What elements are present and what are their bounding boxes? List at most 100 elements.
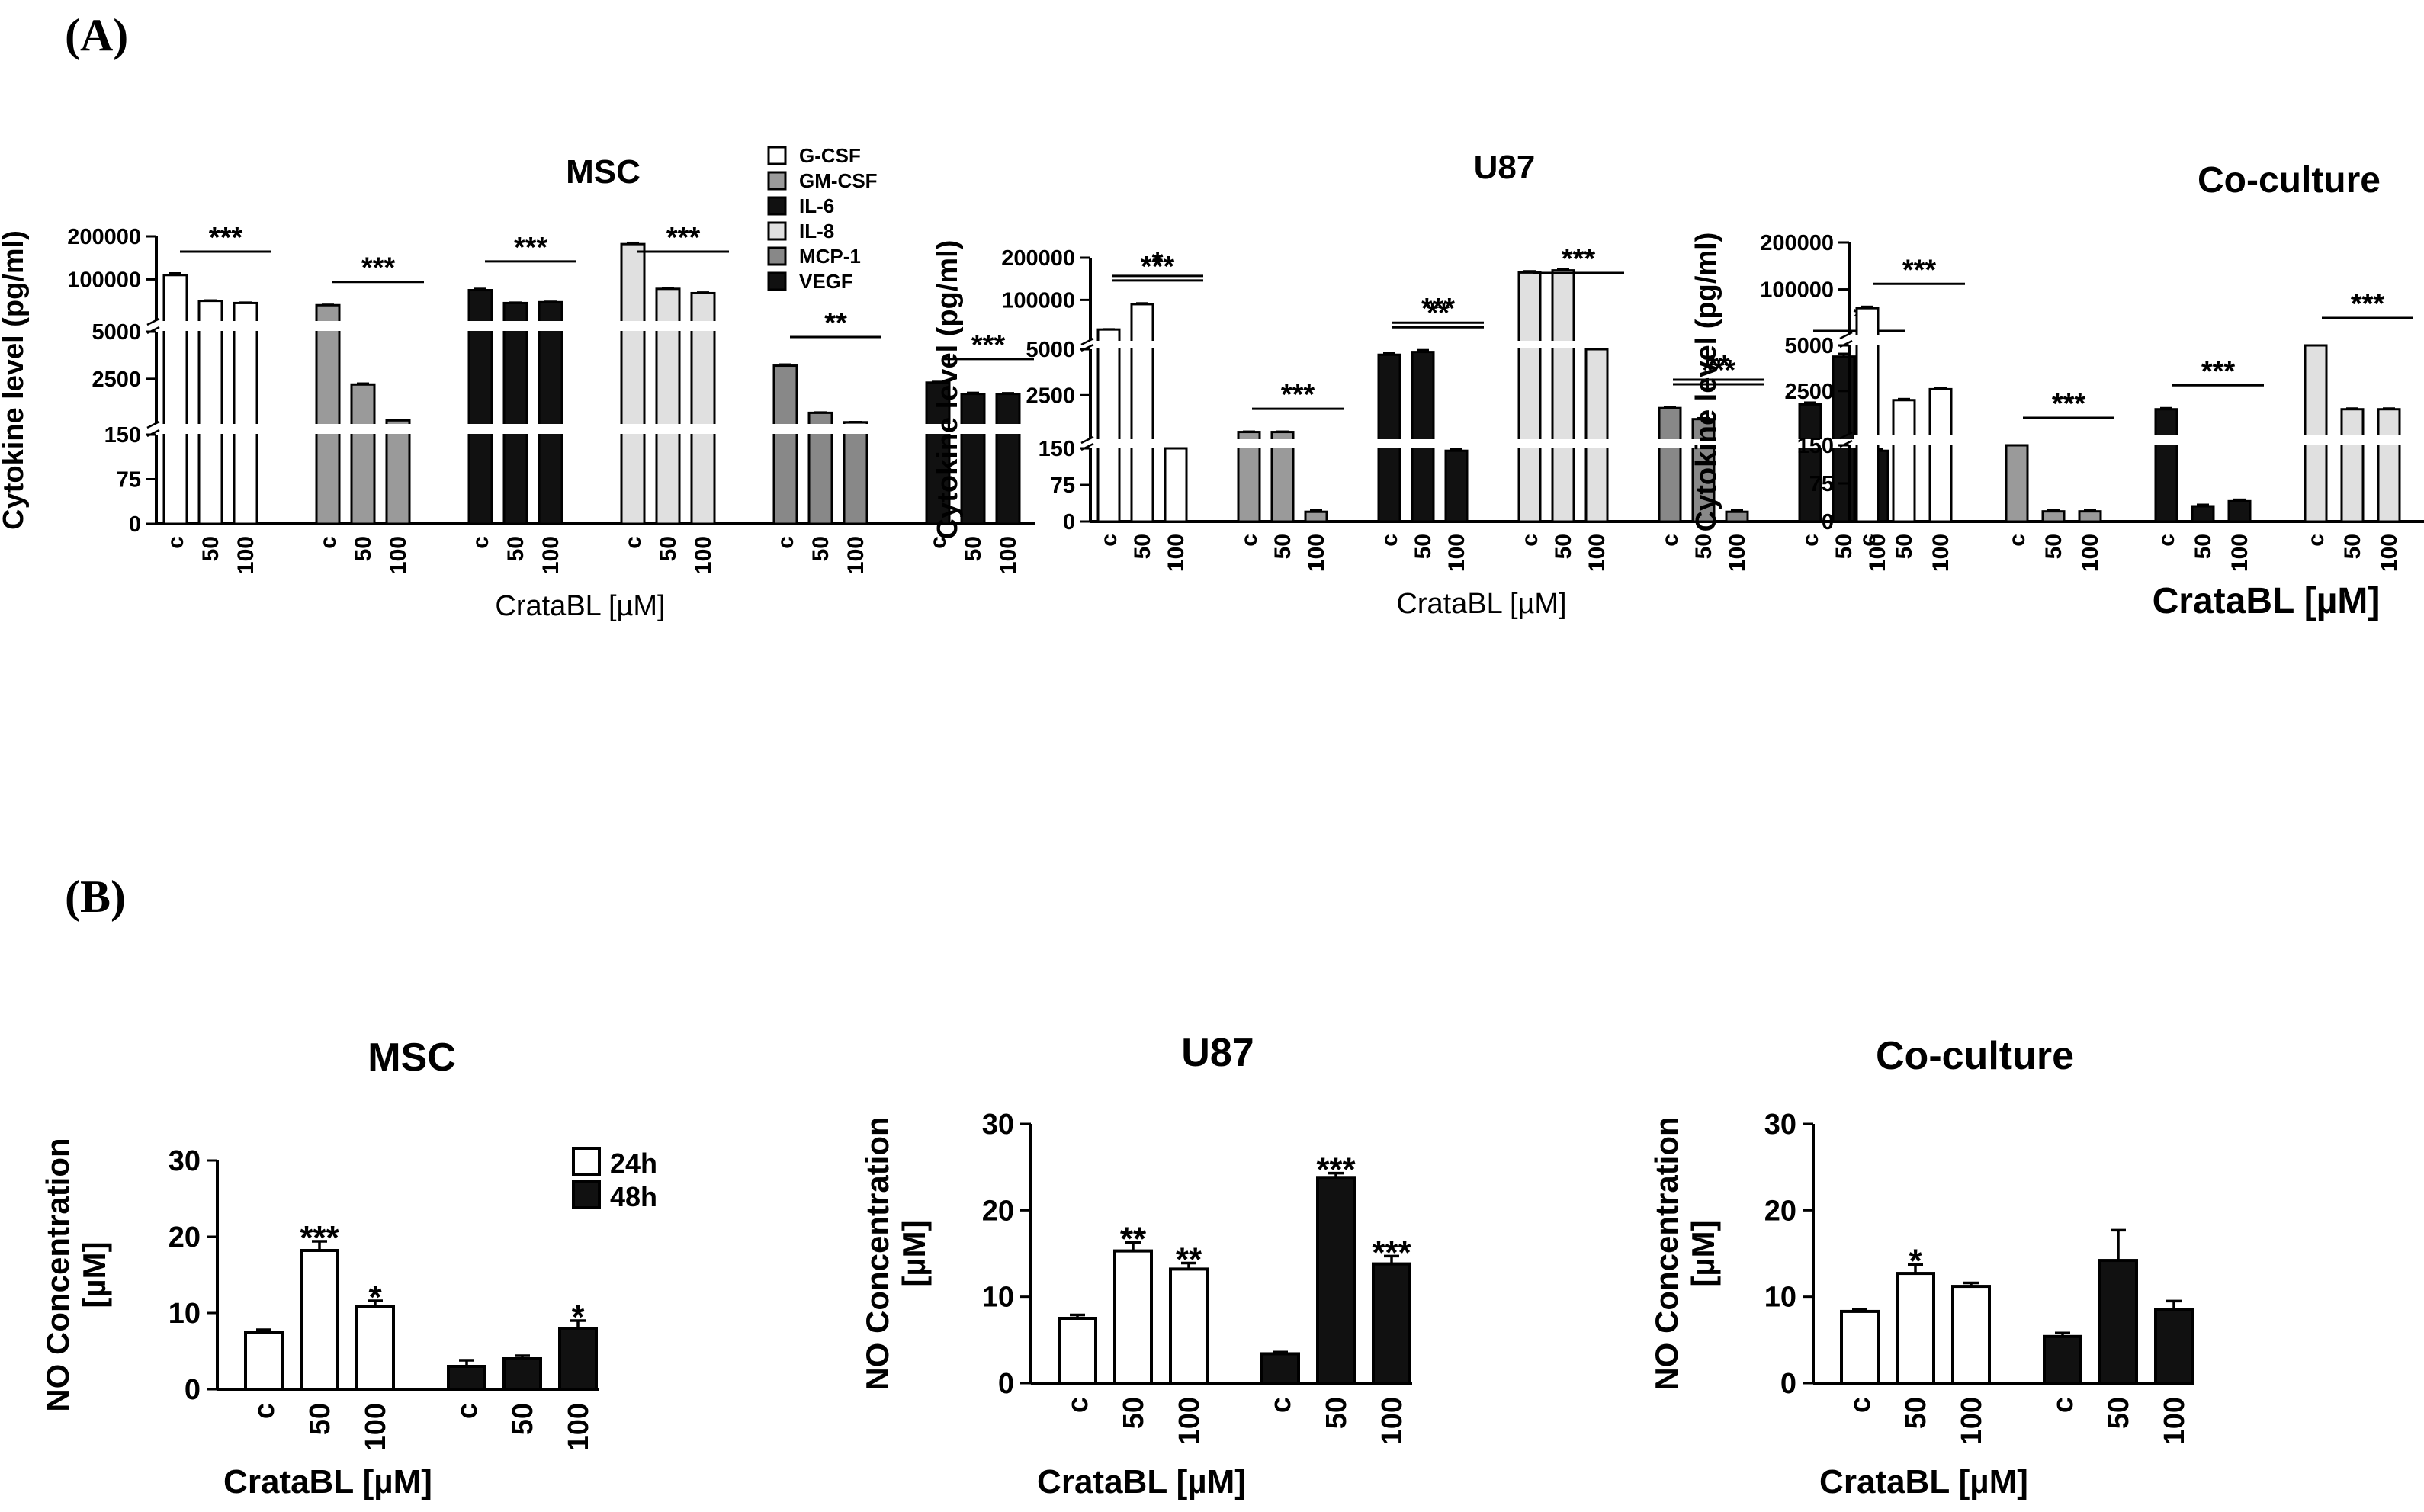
significance-stars: *** (209, 222, 243, 254)
y-tick-label: 5000 (92, 320, 141, 345)
panel-b-label: (B) (65, 872, 126, 922)
chart-B3: Co-culture 0 10 20 30 NO Concentration [µM] c * 5… (1649, 1034, 2194, 1501)
x-tick-label: c (1844, 1397, 1877, 1413)
bar-gm-csf (385, 419, 411, 525)
significance-stars: *** (1562, 243, 1596, 275)
bar-il-8 (1584, 348, 1609, 523)
significance-stars: *** (1702, 355, 1736, 387)
x-tick-label: 100 (2227, 534, 2252, 572)
y-tick-label: 200000 (1001, 246, 1075, 271)
bar-break-gap (1270, 439, 1295, 448)
axis-break-mark (146, 326, 160, 335)
y-tick-label: 10 (169, 1298, 201, 1330)
axis-break-mark (146, 429, 160, 438)
x-tick-label: 100 (2159, 1397, 2191, 1445)
bar-48h (2098, 1259, 2138, 1385)
chart-title: U87 (1181, 1031, 1254, 1075)
legend-swatch (572, 1147, 601, 1176)
bar-mcp-1 (843, 421, 868, 525)
chart-B1: MSC 0 10 20 30 NO Concentration [µM] c *** 50 * 100… (40, 1035, 657, 1501)
bar-break-gap (1831, 439, 1857, 448)
significance-stars: *** (1281, 379, 1315, 411)
y-tick-label: 20 (982, 1195, 1014, 1227)
bar-mcp-1 (1725, 510, 1749, 523)
bar-24h (1951, 1285, 1991, 1385)
bar-break-gap (197, 424, 224, 434)
axis-break-mark (1080, 442, 1094, 451)
y-tick-label: 0 (129, 512, 141, 537)
bar-il-8 (1551, 269, 1575, 523)
bar-il-8 (620, 242, 646, 525)
y-tick-label: 100000 (1001, 288, 1075, 313)
x-axis-label: CrataBL [µM] (495, 590, 665, 622)
x-tick-label: c (451, 1403, 483, 1419)
x-tick-label: 100 (1164, 534, 1189, 572)
bar-mcp-1 (1658, 406, 1682, 523)
bar-break-gap (162, 424, 189, 434)
x-tick-label: 100 (1725, 534, 1750, 572)
bar-break-gap (537, 321, 564, 331)
bar-break-gap (1891, 435, 1917, 445)
bar-il-6 (2191, 505, 2215, 523)
bar-break-gap (2303, 435, 2329, 445)
chart-title: Co-culture (1876, 1034, 2074, 1078)
legend-label: 48h (610, 1181, 657, 1212)
significance-stars: * (571, 1299, 585, 1336)
y-axis-label-line2: [µM] (76, 1241, 112, 1308)
legend-swatch (767, 246, 787, 266)
y-tick-label: 30 (169, 1145, 201, 1177)
x-tick-label: 50 (2041, 534, 2066, 559)
chart-title: U87 (1474, 149, 1536, 186)
legend-swatch (767, 171, 787, 191)
bar-gm-csf (350, 383, 376, 525)
x-tick-label: 50 (1270, 534, 1295, 559)
bar-break-gap (2339, 435, 2365, 445)
bar-break-gap (502, 424, 529, 434)
bar-g-csf (1164, 447, 1188, 523)
y-tick-label: 10 (1764, 1282, 1796, 1314)
y-tick-label: 10 (982, 1282, 1014, 1314)
bar-break-gap (1584, 439, 1610, 448)
x-tick-label: c (163, 536, 188, 549)
y-tick-label: 0 (185, 1374, 201, 1406)
bar-break-gap (1550, 439, 1576, 448)
bar-break-gap (1797, 439, 1823, 448)
bar-vegf (960, 393, 986, 525)
x-tick-label: 50 (1551, 534, 1576, 559)
y-axis-label-line1: NO Concentration (40, 1138, 75, 1411)
bar-il-6 (1377, 353, 1401, 523)
bar-break-gap (1657, 439, 1683, 448)
y-tick-label: 0 (1780, 1368, 1796, 1400)
bar-break-gap (1854, 435, 1880, 445)
bar-gm-csf (2041, 510, 2066, 523)
legend-label: MCP-1 (799, 245, 861, 268)
bar-il-6 (502, 301, 528, 525)
x-tick-label: c (316, 536, 341, 549)
chart-A3: Co-culture 0 75 150 2500 5000 100000 200000 Cyto… (1690, 160, 2424, 621)
y-tick-label: 200000 (1760, 231, 1834, 255)
x-tick-label: c (2304, 534, 2329, 547)
bar-48h (447, 1365, 486, 1391)
bar-break-gap (197, 321, 224, 331)
bar-g-csf (162, 274, 188, 525)
y-tick-label: 75 (1051, 474, 1075, 498)
bar-gm-csf (2078, 510, 2102, 523)
x-axis-label: CrataBL [µM] (1037, 1463, 1246, 1501)
bar-il-6 (2227, 499, 2252, 523)
x-tick-label: 50 (961, 536, 986, 561)
bar-g-csf (197, 300, 223, 525)
legend-label: 24h (610, 1148, 657, 1179)
axis-break-mark (1839, 439, 1853, 448)
chart-title: Co-culture (2198, 160, 2381, 201)
x-tick-label: 50 (1411, 534, 1436, 559)
x-axis-label: CrataBL [µM] (1819, 1463, 2028, 1501)
bar-24h (1058, 1317, 1097, 1385)
legend-swatch (572, 1180, 601, 1209)
chart-A2: U87 0 75 150 2500 5000 100000 200000 Cytokine le… (932, 149, 1905, 620)
x-tick-label: 50 (198, 536, 223, 561)
y-axis-label-line1: NO Concentration (859, 1116, 895, 1390)
y-tick-label: 100000 (67, 268, 141, 292)
bar-break-gap (1129, 341, 1155, 348)
bar-break-gap (1129, 439, 1155, 448)
